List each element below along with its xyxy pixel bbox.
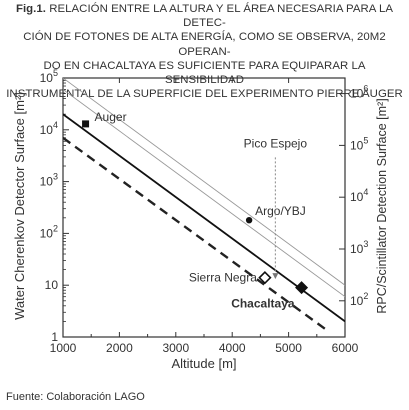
x-tick-label: 3000 bbox=[162, 341, 189, 355]
caption-text-1: RELACIÓN ENTRE LA ALTURA Y EL ÁREA NECES… bbox=[49, 3, 394, 30]
annotation-label: Pico Espejo bbox=[244, 136, 308, 150]
y-left-tick-label: 103 bbox=[40, 172, 58, 189]
data-point bbox=[258, 270, 272, 285]
y-right-tick-label: 102 bbox=[350, 291, 368, 308]
figure-caption: Fig.1. RELACIÓN ENTRE LA ALTURA Y EL ÁRE… bbox=[4, 2, 405, 101]
caption-prefix: Fig.1. bbox=[15, 3, 46, 15]
series-line-2 bbox=[63, 89, 345, 298]
series-line-3 bbox=[63, 78, 345, 286]
data-point bbox=[245, 216, 253, 224]
y-right-tick-label: 106 bbox=[350, 84, 368, 101]
data-point-label: Chacaltaya bbox=[231, 297, 295, 311]
y-left-tick-label: 10 bbox=[45, 278, 59, 292]
points-layer: Auger Argo/YBJ Sierra Negra Chacaltaya bbox=[82, 110, 309, 311]
x-tick-label: 5000 bbox=[275, 341, 302, 355]
data-point bbox=[295, 281, 309, 295]
x-tick-label: 1000 bbox=[50, 341, 77, 355]
x-tick-label: 4000 bbox=[219, 341, 246, 355]
y-left-tick-label: 102 bbox=[40, 223, 58, 240]
y-right-tick-label: 104 bbox=[350, 187, 368, 204]
caption-line-3: DO EN CHACALTAYA ES SUFICIENTE PARA EQUI… bbox=[43, 59, 366, 87]
y-axis-left-label: Water Cherenkov Detector Surface [m²] bbox=[12, 92, 27, 320]
y-left-tick-label: 1 bbox=[51, 330, 58, 344]
caption-line-1: Fig.1. RELACIÓN ENTRE LA ALTURA Y EL ÁRE… bbox=[4, 2, 405, 30]
x-axis-label: Altitude [m] bbox=[171, 356, 236, 371]
series-line-1 bbox=[63, 136, 329, 333]
x-tick-label: 2000 bbox=[106, 341, 133, 355]
labels-layer: Pico Espejo bbox=[244, 136, 308, 280]
source-note: Fuente: Colaboración LAGO bbox=[6, 391, 145, 403]
data-point-label: Sierra Negra bbox=[189, 271, 257, 285]
y-left-tick-label: 104 bbox=[40, 120, 58, 137]
data-point bbox=[82, 120, 90, 128]
data-point-label: Auger bbox=[95, 110, 127, 124]
caption-line-4: INSTRUMENTAL DE LA SUPERFICIE DEL EXPERI… bbox=[6, 88, 403, 101]
ticks-layer: 1000 2000 3000 4000 5000 6000 1 10 102 103 104 105 1… bbox=[40, 68, 369, 355]
y-axis-right-label: RPC/Scintillator Detection Surface [m²] bbox=[375, 98, 389, 313]
y-left-tick-label: 105 bbox=[40, 68, 58, 85]
y-right-tick-label: 105 bbox=[350, 135, 368, 152]
caption-line-2: CIÓN DE FOTONES DE ALTA ENERGÍA, COMO SE… bbox=[23, 31, 386, 58]
y-right-tick-label: 103 bbox=[350, 239, 368, 256]
x-tick-label: 6000 bbox=[332, 341, 359, 355]
data-point-label: Argo/YBJ bbox=[255, 204, 306, 218]
